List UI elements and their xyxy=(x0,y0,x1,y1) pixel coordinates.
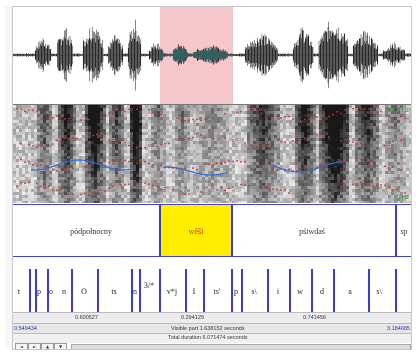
segment-duration-bar[interactable]: 0.600527 0.294129 0.741456 xyxy=(13,312,411,323)
tier-boundary[interactable] xyxy=(231,205,233,257)
segment-left-duration[interactable]: 0.600527 xyxy=(75,315,98,321)
waveform[interactable] xyxy=(13,7,411,104)
visible-start-time: 0.549434 xyxy=(14,326,37,332)
word-label[interactable]: pśiwdaś xyxy=(299,227,325,236)
visible-part-bar[interactable]: 0.549434 Visible part 1.638152 seconds 3… xyxy=(13,323,411,334)
phone-label[interactable]: a xyxy=(348,287,352,296)
phone-label[interactable]: v*j xyxy=(166,287,178,296)
tier-boundary[interactable] xyxy=(333,269,335,313)
controls-strip: ◄ ► ▲ ▼ xyxy=(13,343,411,349)
phone-label[interactable]: t xyxy=(17,287,21,296)
word-label[interactable]: pódpołnocny xyxy=(70,227,112,236)
phone-label[interactable]: n xyxy=(133,287,137,296)
tier-boundary[interactable] xyxy=(289,269,291,313)
zoom-in-button[interactable]: ▲ xyxy=(41,343,54,349)
visible-end-time: 3.184085 xyxy=(387,326,410,332)
phone-label[interactable]: p xyxy=(234,287,238,296)
phone-label[interactable]: p xyxy=(37,287,41,296)
phone-label[interactable]: o xyxy=(49,287,53,296)
tier-boundary[interactable] xyxy=(159,269,161,313)
tier-boundary[interactable] xyxy=(35,269,37,313)
freq-bottom-label: 0 Hz xyxy=(396,195,409,201)
scroll-left-button[interactable]: ◄ xyxy=(15,343,28,349)
phone-label[interactable]: w xyxy=(297,287,303,296)
phone-label[interactable]: ts xyxy=(111,287,117,296)
horizontal-scrollbar[interactable] xyxy=(71,344,411,349)
total-duration-label[interactable]: Total duration 6.071474 seconds xyxy=(168,335,248,341)
word-label[interactable]: sp xyxy=(400,227,408,236)
segment-right-duration[interactable]: 0.741456 xyxy=(303,315,326,321)
phone-label[interactable]: s\ xyxy=(251,287,257,296)
tier-boundary[interactable] xyxy=(139,269,141,313)
phone-label[interactable]: i xyxy=(276,287,280,296)
visible-part-label[interactable]: Visible part 1.638152 seconds xyxy=(171,326,245,332)
phone-label[interactable]: d xyxy=(320,287,324,296)
tier-boundary[interactable] xyxy=(131,269,133,313)
selected-interval[interactable] xyxy=(160,205,232,257)
tier-boundary[interactable] xyxy=(185,269,187,313)
tier-boundary[interactable] xyxy=(97,269,99,313)
spectrogram[interactable]: 5000 Hz 0 Hz xyxy=(13,105,411,203)
tier-phones[interactable]: t p o n O ts n 3/* v*j I ts' p s\ i w d … xyxy=(13,256,411,313)
zoom-out-button[interactable]: ▼ xyxy=(54,343,67,349)
tier-boundary[interactable] xyxy=(368,269,370,313)
tier-boundary[interactable] xyxy=(203,269,205,313)
phone-label[interactable]: I xyxy=(192,287,196,296)
tier-boundary[interactable] xyxy=(231,269,233,313)
word-label[interactable]: wěši xyxy=(188,227,204,236)
pitch-contour xyxy=(272,161,343,173)
phone-label[interactable]: 3/* xyxy=(143,281,155,290)
panel-divider xyxy=(13,104,411,105)
scroll-right-button[interactable]: ► xyxy=(28,343,41,349)
tier-boundary[interactable] xyxy=(71,269,73,313)
pitch-contour xyxy=(162,166,228,176)
total-duration-bar[interactable]: Total duration 6.071474 seconds xyxy=(13,333,411,343)
freq-top-label: 5000 Hz xyxy=(386,108,409,114)
tier-boundary[interactable] xyxy=(47,269,49,313)
tier-boundary[interactable] xyxy=(29,269,31,313)
tier-boundary[interactable] xyxy=(241,269,243,313)
phone-label[interactable]: n xyxy=(62,287,66,296)
tier-boundary[interactable] xyxy=(395,205,397,257)
segment-selected-duration[interactable]: 0.294129 xyxy=(181,315,204,321)
tier-words[interactable]: pódpołnocny wěši pśiwdaś sp xyxy=(13,204,411,257)
editor-frame: 5000 Hz 0 Hz pódpołnocny wěši pśiwdaś sp… xyxy=(12,6,412,350)
tier-boundary[interactable] xyxy=(159,205,161,257)
phone-label[interactable]: s\ xyxy=(376,287,382,296)
tier-boundary[interactable] xyxy=(267,269,269,313)
tier-boundary[interactable] xyxy=(311,269,313,313)
pitch-contour xyxy=(30,159,134,171)
window-left-edge xyxy=(5,6,12,348)
phone-label[interactable]: ts' xyxy=(213,287,221,296)
tier-boundary[interactable] xyxy=(395,269,397,313)
phone-label[interactable]: O xyxy=(81,287,87,296)
